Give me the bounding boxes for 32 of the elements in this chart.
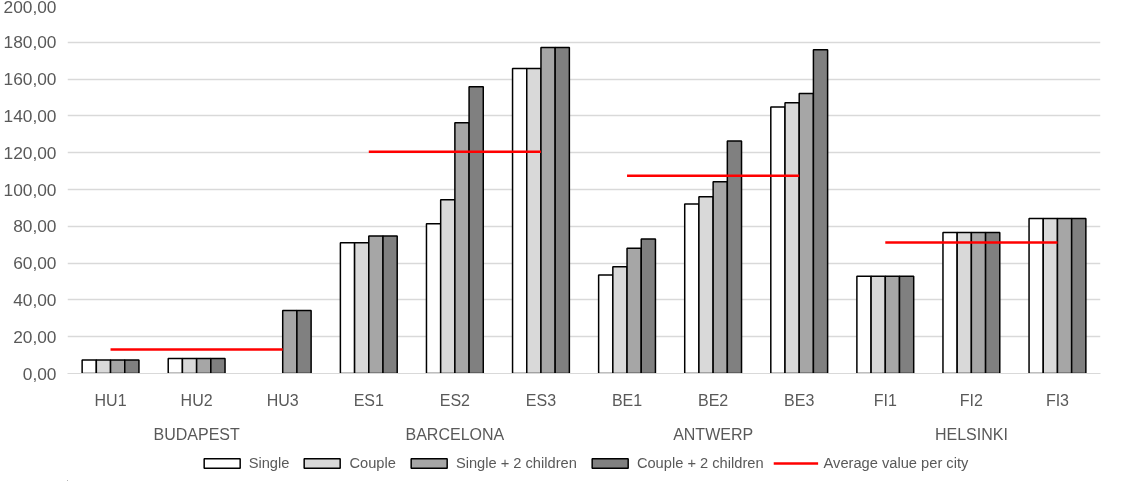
text: ANTWERP bbox=[673, 425, 754, 443]
y-tick-label: 40,00 bbox=[13, 289, 57, 310]
x-tick-label: BE1 bbox=[611, 391, 643, 409]
x-tick-label: FI2 bbox=[959, 391, 984, 409]
text: BUDAPEST bbox=[153, 425, 240, 443]
y-tick-label: 100,00 bbox=[3, 179, 57, 200]
x-tick-label: BE3 bbox=[784, 391, 815, 409]
legend-label: Couple bbox=[349, 455, 396, 471]
x-tick-label: ES1 bbox=[353, 391, 385, 409]
x-tick-label: HU2 bbox=[180, 391, 213, 409]
y-tick-label: 120,00 bbox=[3, 142, 57, 163]
x-tick-label: ES3 bbox=[525, 391, 557, 409]
text: BARCELONA bbox=[405, 425, 505, 443]
y-tick-label: 180,00 bbox=[3, 32, 57, 53]
x-tick-label: FI1 bbox=[873, 391, 897, 409]
y-tick-label: 160,00 bbox=[3, 69, 57, 90]
legend-label: Couple + 2 children bbox=[636, 455, 764, 471]
x-tick-label: ES2 bbox=[439, 391, 471, 409]
y-tick-label: 20,00 bbox=[13, 326, 57, 347]
y-tick-label: 200,00 bbox=[3, 0, 57, 17]
text: HELSINKI bbox=[934, 425, 1008, 443]
legend-label: Single bbox=[248, 455, 290, 471]
x-tick-label: HU1 bbox=[94, 391, 127, 409]
legend-label: Single + 2 children bbox=[455, 455, 577, 471]
legend-label: Average value per city bbox=[823, 455, 969, 471]
x-tick-label: HU3 bbox=[266, 391, 299, 409]
y-tick-label: 60,00 bbox=[13, 253, 57, 274]
y-tick-label: 0,00 bbox=[22, 363, 57, 384]
x-tick-label: BE2 bbox=[698, 391, 729, 409]
x-tick-label: FI3 bbox=[1045, 391, 1070, 409]
y-tick-label: 140,00 bbox=[3, 105, 57, 126]
y-tick-label: 80,00 bbox=[13, 216, 57, 237]
